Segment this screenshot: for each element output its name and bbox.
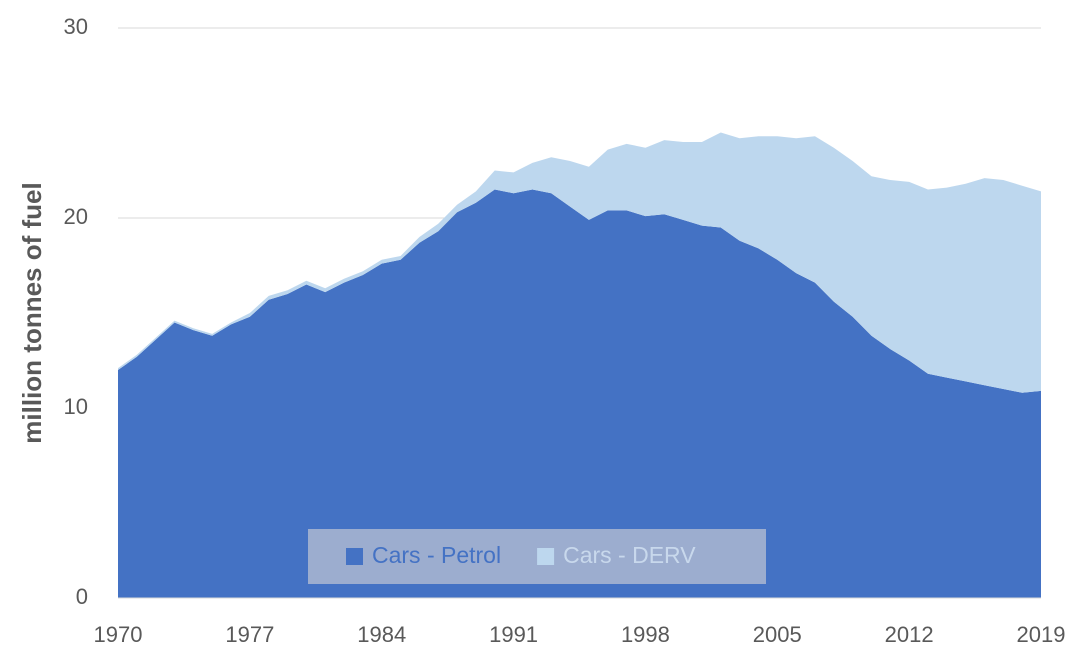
y-tick-label: 0 — [76, 584, 88, 609]
x-tick-label: 1970 — [94, 622, 143, 647]
areas — [118, 132, 1041, 598]
x-tick-label: 1998 — [621, 622, 670, 647]
area — [118, 189, 1041, 598]
y-tick-label: 10 — [64, 394, 88, 419]
y-axis-label: million tonnes of fuel — [17, 182, 47, 443]
x-tick-label: 1977 — [225, 622, 274, 647]
x-tick-label: 2019 — [1017, 622, 1066, 647]
x-tick-label: 2005 — [753, 622, 802, 647]
legend: Cars - Petrol Cars - DERV — [308, 529, 766, 584]
legend-label: Cars - DERV — [563, 542, 696, 568]
x-tick-label: 2012 — [885, 622, 934, 647]
y-tick-label: 30 — [64, 14, 88, 39]
area — [118, 132, 1041, 393]
y-tick-label: 20 — [64, 204, 88, 229]
x-tick-label: 1984 — [357, 622, 406, 647]
axes: 0 10 20 30 1970 1977 1984 1991 1998 2005 2012 2019 — [64, 14, 1066, 647]
legend-swatch — [537, 548, 555, 565]
legend-box — [308, 529, 766, 584]
x-tick-label: 1991 — [489, 622, 538, 647]
legend-label: Cars - Petrol — [372, 542, 501, 568]
legend-swatch — [346, 548, 363, 565]
